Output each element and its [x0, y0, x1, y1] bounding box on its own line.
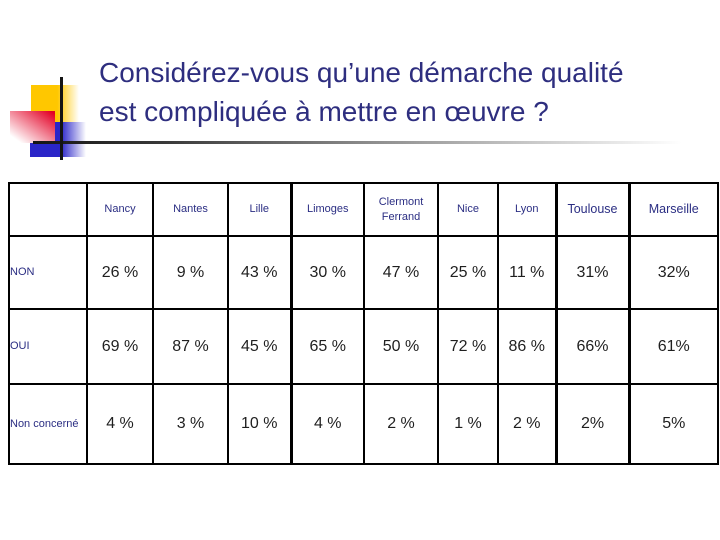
slide-title-line2: est compliquée à mettre en œuvre ? [99, 96, 549, 127]
table-cell: 10 % [227, 383, 292, 465]
table-row-non-concerne: Non concerné 4 % 3 % 10 % 4 % 2 % 1 % 2 … [8, 383, 719, 465]
table-row-oui: OUI 69 % 87 % 45 % 65 % 50 % 72 % 86 % 6… [8, 308, 719, 385]
accent-square-red [10, 111, 55, 143]
table-cell: 2 % [363, 383, 439, 465]
slide-title-line1: Considérez-vous qu’une démarche qualité [99, 57, 624, 88]
header-cell-toulouse: Toulouse [554, 182, 630, 237]
table-cell: 66% [554, 308, 630, 385]
table-cell: 4 % [86, 383, 154, 465]
table-header-row: Nancy Nantes Lille Limoges Clermont Ferr… [8, 182, 719, 237]
header-cell-nancy: Nancy [86, 182, 154, 237]
table-cell: 26 % [86, 235, 154, 310]
table-cell: 65 % [289, 308, 365, 385]
table-cell: 43 % [227, 235, 292, 310]
header-cell-nice: Nice [437, 182, 499, 237]
table-cell: 50 % [363, 308, 439, 385]
header-cell-lille: Lille [227, 182, 292, 237]
table-cell: 3 % [152, 383, 229, 465]
table-cell: 69 % [86, 308, 154, 385]
title-underline-rule [33, 141, 695, 144]
table-cell: 61% [627, 308, 719, 385]
table-cell: 72 % [437, 308, 499, 385]
table-corner-cell [8, 182, 88, 237]
table-cell: 30 % [289, 235, 365, 310]
table-cell: 2% [554, 383, 630, 465]
table-cell: 4 % [289, 383, 365, 465]
table-row-non: NON 26 % 9 % 43 % 30 % 47 % 25 % 11 % 31… [8, 235, 719, 310]
header-cell-marseille: Marseille [627, 182, 719, 237]
table-cell: 5% [627, 383, 719, 465]
header-cell-lyon: Lyon [497, 182, 557, 237]
table-cell: 32% [627, 235, 719, 310]
header-cell-clermont-ferrand: Clermont Ferrand [363, 182, 439, 237]
table-cell: 87 % [152, 308, 229, 385]
accent-crosshair-vertical-line [60, 77, 63, 160]
table-cell: 45 % [227, 308, 292, 385]
table-cell: 86 % [497, 308, 557, 385]
slide-title: Considérez-vous qu’une démarche qualité … [99, 53, 624, 131]
table-cell: 9 % [152, 235, 229, 310]
table-cell: 47 % [363, 235, 439, 310]
header-cell-nantes: Nantes [152, 182, 229, 237]
row-label-oui: OUI [8, 308, 88, 385]
survey-results-table: Nancy Nantes Lille Limoges Clermont Ferr… [8, 182, 719, 465]
table-cell: 2 % [497, 383, 557, 465]
row-label-non-concerne: Non concerné [8, 383, 88, 465]
row-label-non: NON [8, 235, 88, 310]
table-cell: 25 % [437, 235, 499, 310]
table-cell: 31% [554, 235, 630, 310]
table-cell: 1 % [437, 383, 499, 465]
table-cell: 11 % [497, 235, 557, 310]
header-cell-limoges: Limoges [289, 182, 365, 237]
